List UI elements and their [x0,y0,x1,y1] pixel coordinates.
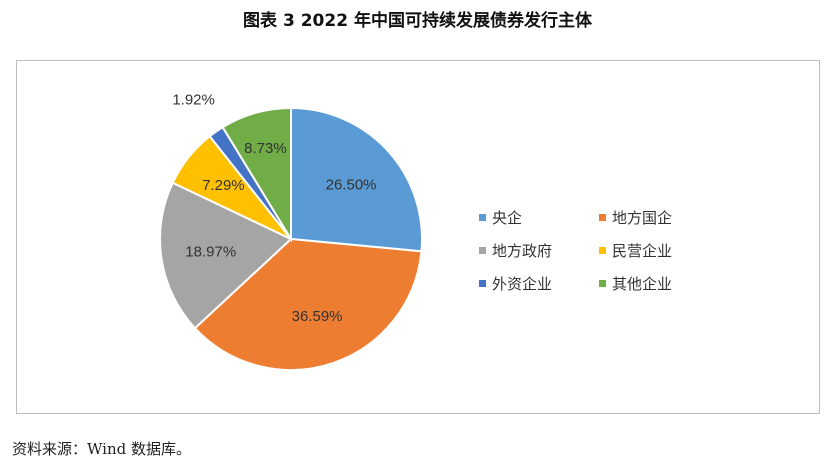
pie-slice-1 [290,106,423,253]
legend-item-5: 外资企业 [479,273,599,294]
legend-item-2: 地方国企 [599,207,719,228]
legend: 央企 地方国企地方政府 民营企业外资企业 其他企业 [479,207,719,294]
legend-swatch [479,247,486,254]
slice-label-1: 26.50% [326,176,377,193]
legend-item-3: 地方政府 [479,240,599,261]
source-note: 资料来源：Wind 数据库。 [12,440,191,458]
legend-swatch [479,214,486,221]
legend-label: 外资企业 [492,275,553,293]
slice-label-6: 8.73% [244,140,287,157]
legend-swatch [599,214,606,221]
legend-label: 地方政府 [492,242,553,260]
pie-slice-2 [193,237,423,371]
chart-area: 26.50% 36.59% 18.97% 7.29% 1.92% 8.73% 央企 地方国企… [16,60,820,414]
pie-slice-6 [221,106,292,243]
legend-item-6: 其他企业 [599,273,719,294]
pie-slice-3 [159,181,293,330]
legend-item-4: 民营企业 [599,240,719,261]
legend-label: 地方国企 [612,209,673,227]
slice-label-3: 18.97% [185,243,236,260]
legend-swatch [599,280,606,287]
pie-chart: 26.50% 36.59% 18.97% 7.29% 1.92% 8.73% [159,91,423,371]
chart-title: 图表 3 2022 年中国可持续发展债券发行主体 [243,11,592,31]
legend-swatch [479,280,486,287]
legend-label: 其他企业 [612,275,673,293]
slice-label-4: 7.29% [202,177,245,194]
slice-label-5: 1.92% [172,91,215,108]
legend-label: 央企 [492,209,523,227]
legend-label: 民营企业 [612,242,673,260]
slice-label-2: 36.59% [292,308,343,325]
legend-swatch [599,247,606,254]
legend-item-1: 央企 [479,207,599,228]
